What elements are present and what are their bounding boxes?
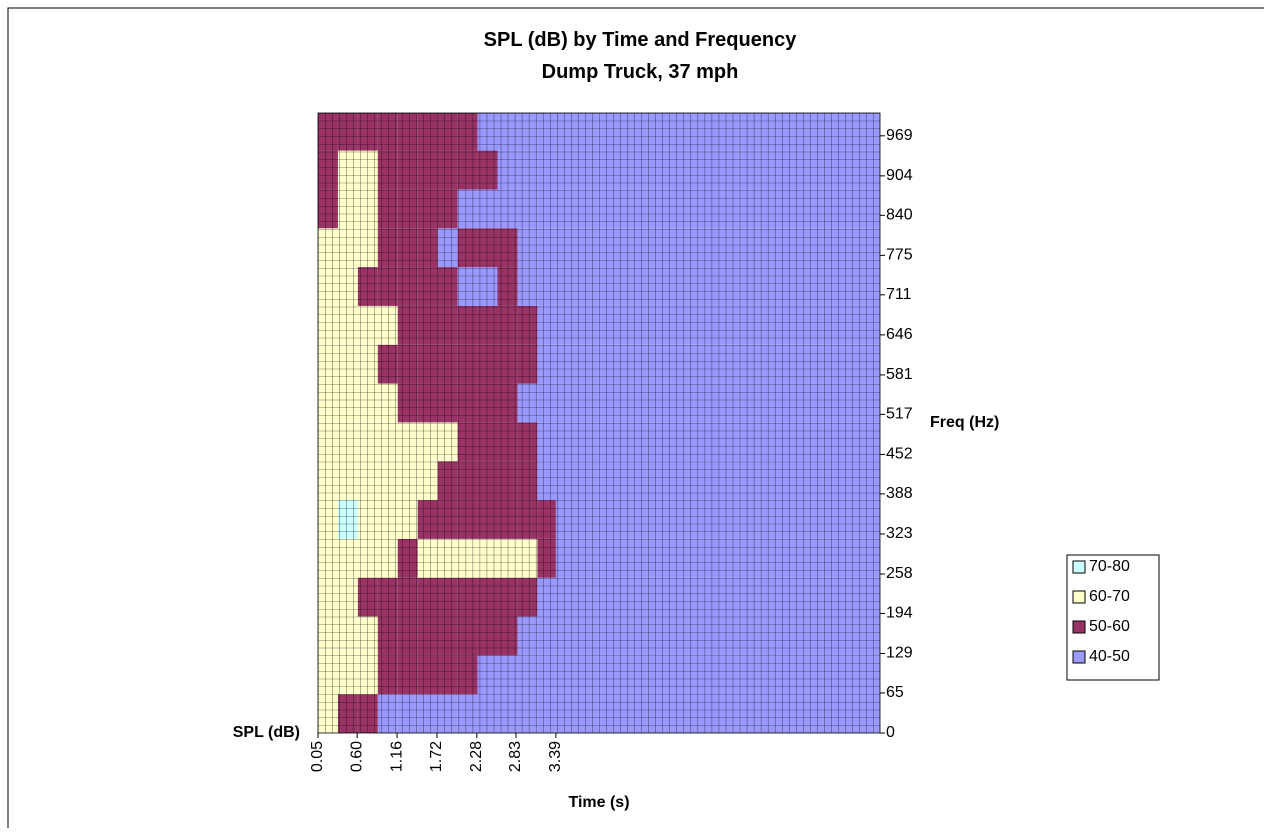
legend-swatch xyxy=(1072,560,1086,574)
y-tick-label: 904 xyxy=(886,167,913,184)
x-tick-label: 1.72 xyxy=(428,741,445,772)
y-tick-label: 194 xyxy=(886,605,913,622)
legend-label: 40-50 xyxy=(1089,648,1130,665)
x-tick-label: 2.83 xyxy=(507,741,524,772)
legend-swatch xyxy=(1072,620,1086,634)
plot-border xyxy=(317,112,881,734)
mesh-overlay xyxy=(318,113,880,733)
chart-border xyxy=(7,7,1264,828)
x-axis-label: Time (s) xyxy=(568,794,629,811)
y-tick-label: 388 xyxy=(886,485,913,502)
x-tick-label: 0.60 xyxy=(348,741,365,772)
legend-swatch xyxy=(1072,590,1086,604)
y-axis-label: Freq (Hz) xyxy=(930,414,999,431)
y-tick-label: 129 xyxy=(886,645,913,662)
axes: 0 65 129 194 258 323 388 452 517 581 646 711 775 840 9… xyxy=(309,127,913,772)
y-tick-label: 840 xyxy=(886,207,913,224)
z-axis-label: SPL (dB) xyxy=(233,724,300,741)
y-tick-label: 646 xyxy=(886,326,913,343)
y-tick-label: 581 xyxy=(886,366,913,383)
y-tick-label: 711 xyxy=(886,286,912,303)
chart-title: SPL (dB) by Time and Frequency xyxy=(484,29,798,51)
x-tick-label: 1.16 xyxy=(388,741,405,772)
legend-label: 70-80 xyxy=(1089,558,1130,575)
chart-subtitle: Dump Truck, 37 mph xyxy=(542,61,739,83)
legend: 70-80 60-70 50-60 40-50 xyxy=(1072,558,1130,665)
x-tick-label: 2.28 xyxy=(468,741,485,772)
legend-label: 50-60 xyxy=(1089,618,1130,635)
y-tick-label: 969 xyxy=(886,127,913,144)
legend-label: 60-70 xyxy=(1089,588,1130,605)
y-tick-label: 0 xyxy=(886,724,895,741)
x-tick-label: 0.05 xyxy=(309,741,326,772)
y-tick-label: 452 xyxy=(886,446,913,463)
y-tick-label: 517 xyxy=(886,406,913,423)
y-tick-label: 258 xyxy=(886,565,913,582)
legend-swatch xyxy=(1072,650,1086,664)
y-tick-label: 65 xyxy=(886,684,904,701)
y-tick-label: 775 xyxy=(886,247,913,264)
y-tick-label: 323 xyxy=(886,525,913,542)
x-tick-label: 3.39 xyxy=(547,741,564,772)
